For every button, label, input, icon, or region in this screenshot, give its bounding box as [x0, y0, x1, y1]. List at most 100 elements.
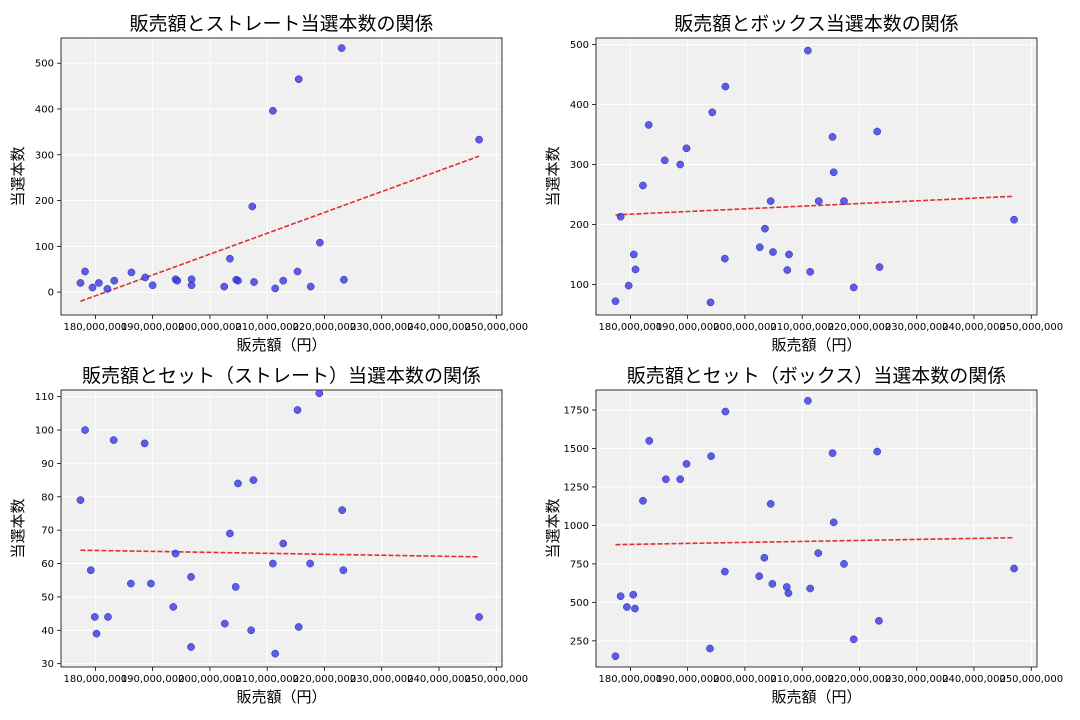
data-point — [340, 275, 348, 284]
data-point — [873, 127, 882, 136]
x-tick-label: 240,000,000 — [407, 322, 471, 333]
data-point — [294, 75, 303, 84]
data-point — [611, 652, 620, 661]
x-tick-label: 240,000,000 — [942, 674, 1006, 685]
data-point — [187, 573, 195, 581]
x-axis-label: 販売額（円） — [771, 688, 861, 706]
x-tick-label: 190,000,000 — [121, 322, 185, 333]
y-tick-label: 30 — [41, 659, 54, 670]
plot-frame — [595, 389, 1038, 668]
data-point — [785, 250, 793, 259]
y-tick-label: 750 — [570, 559, 589, 570]
data-point — [231, 583, 240, 591]
data-point — [783, 266, 792, 274]
data-point — [187, 643, 195, 651]
y-tick-label: 100 — [570, 280, 589, 291]
data-point — [616, 592, 625, 601]
y-tick-label: 250 — [570, 636, 589, 647]
data-point — [90, 613, 99, 621]
data-point — [1010, 215, 1018, 224]
data-point — [103, 285, 112, 293]
x-axis-label: 販売額（円） — [236, 336, 326, 354]
data-point — [616, 212, 625, 221]
x-tick-label: 200,000,000 — [178, 674, 242, 685]
y-tick-label: 1250 — [564, 482, 589, 493]
y-tick-label: 300 — [35, 150, 54, 161]
y-tick-label: 500 — [570, 598, 589, 609]
y-tick-label: 500 — [570, 40, 589, 51]
data-point — [250, 278, 258, 286]
data-point — [707, 452, 715, 461]
data-point — [169, 603, 178, 611]
data-point — [306, 559, 314, 568]
data-point — [220, 619, 229, 628]
data-point — [828, 133, 837, 141]
x-tick-label: 190,000,000 — [121, 674, 185, 685]
y-tick-label: 400 — [35, 104, 54, 115]
data-point — [629, 590, 638, 599]
data-point — [755, 572, 764, 581]
y-tick-label: 300 — [570, 160, 589, 171]
data-point — [226, 254, 234, 263]
data-point — [629, 250, 638, 259]
y-tick-label: 70 — [41, 526, 54, 537]
x-tick-label: 210,000,000 — [770, 674, 834, 685]
x-tick-label: 250,000,000 — [464, 322, 528, 333]
data-point — [109, 436, 118, 444]
chart-title: 販売額とセット（ボックス）当選本数の関係 — [627, 365, 1006, 387]
y-axis-label: 当選本数 — [9, 146, 27, 206]
x-tick-label: 250,000,000 — [999, 322, 1063, 333]
x-tick-label: 240,000,000 — [942, 322, 1006, 333]
data-point — [721, 567, 729, 576]
y-tick-label: 40 — [41, 626, 54, 637]
data-point — [187, 275, 196, 284]
data-point — [127, 579, 135, 588]
x-tick-label: 200,000,000 — [178, 322, 242, 333]
data-point — [840, 560, 848, 568]
y-tick-label: 1750 — [564, 406, 589, 417]
x-tick-label: 230,000,000 — [885, 322, 949, 333]
data-point — [721, 254, 729, 263]
x-tick-label: 200,000,000 — [713, 322, 777, 333]
data-point — [806, 267, 815, 276]
data-point — [141, 273, 150, 282]
data-point — [337, 44, 346, 52]
data-point — [1010, 564, 1018, 573]
y-tick-label: 100 — [35, 242, 54, 253]
data-point — [76, 279, 85, 287]
data-point — [611, 297, 620, 306]
data-point — [315, 389, 324, 398]
data-point — [849, 283, 858, 292]
data-point — [140, 439, 149, 448]
chart-panel-4: 180,000,000190,000,000200,000,000210,000… — [544, 365, 1063, 706]
data-point — [269, 559, 277, 568]
x-axis-label: 販売額（円） — [771, 336, 861, 354]
chart-panel-1: 180,000,000190,000,000200,000,000210,000… — [9, 13, 528, 354]
data-point — [662, 475, 670, 484]
x-tick-label: 190,000,000 — [656, 674, 720, 685]
y-tick-label: 400 — [570, 100, 589, 111]
data-point — [147, 579, 155, 588]
data-point — [804, 46, 812, 55]
x-tick-label: 220,000,000 — [293, 322, 357, 333]
data-point — [676, 475, 685, 484]
data-point — [840, 197, 848, 205]
data-point — [339, 566, 348, 575]
data-point — [639, 496, 647, 505]
x-tick-label: 250,000,000 — [999, 674, 1063, 685]
y-tick-label: 0 — [48, 288, 54, 299]
data-point — [294, 623, 303, 631]
x-tick-label: 180,000,000 — [599, 322, 663, 333]
data-point — [766, 197, 775, 205]
data-point — [755, 243, 764, 252]
trend-line — [80, 549, 480, 558]
data-point — [293, 267, 302, 276]
data-point — [806, 584, 815, 593]
data-point — [721, 407, 730, 416]
chart-title: 販売額とセット（ストレート）当選本数の関係 — [82, 365, 481, 387]
data-point — [875, 616, 883, 625]
x-tick-label: 180,000,000 — [64, 674, 128, 685]
plot-frame — [595, 37, 1038, 316]
data-point — [682, 144, 691, 153]
data-point — [828, 449, 837, 457]
